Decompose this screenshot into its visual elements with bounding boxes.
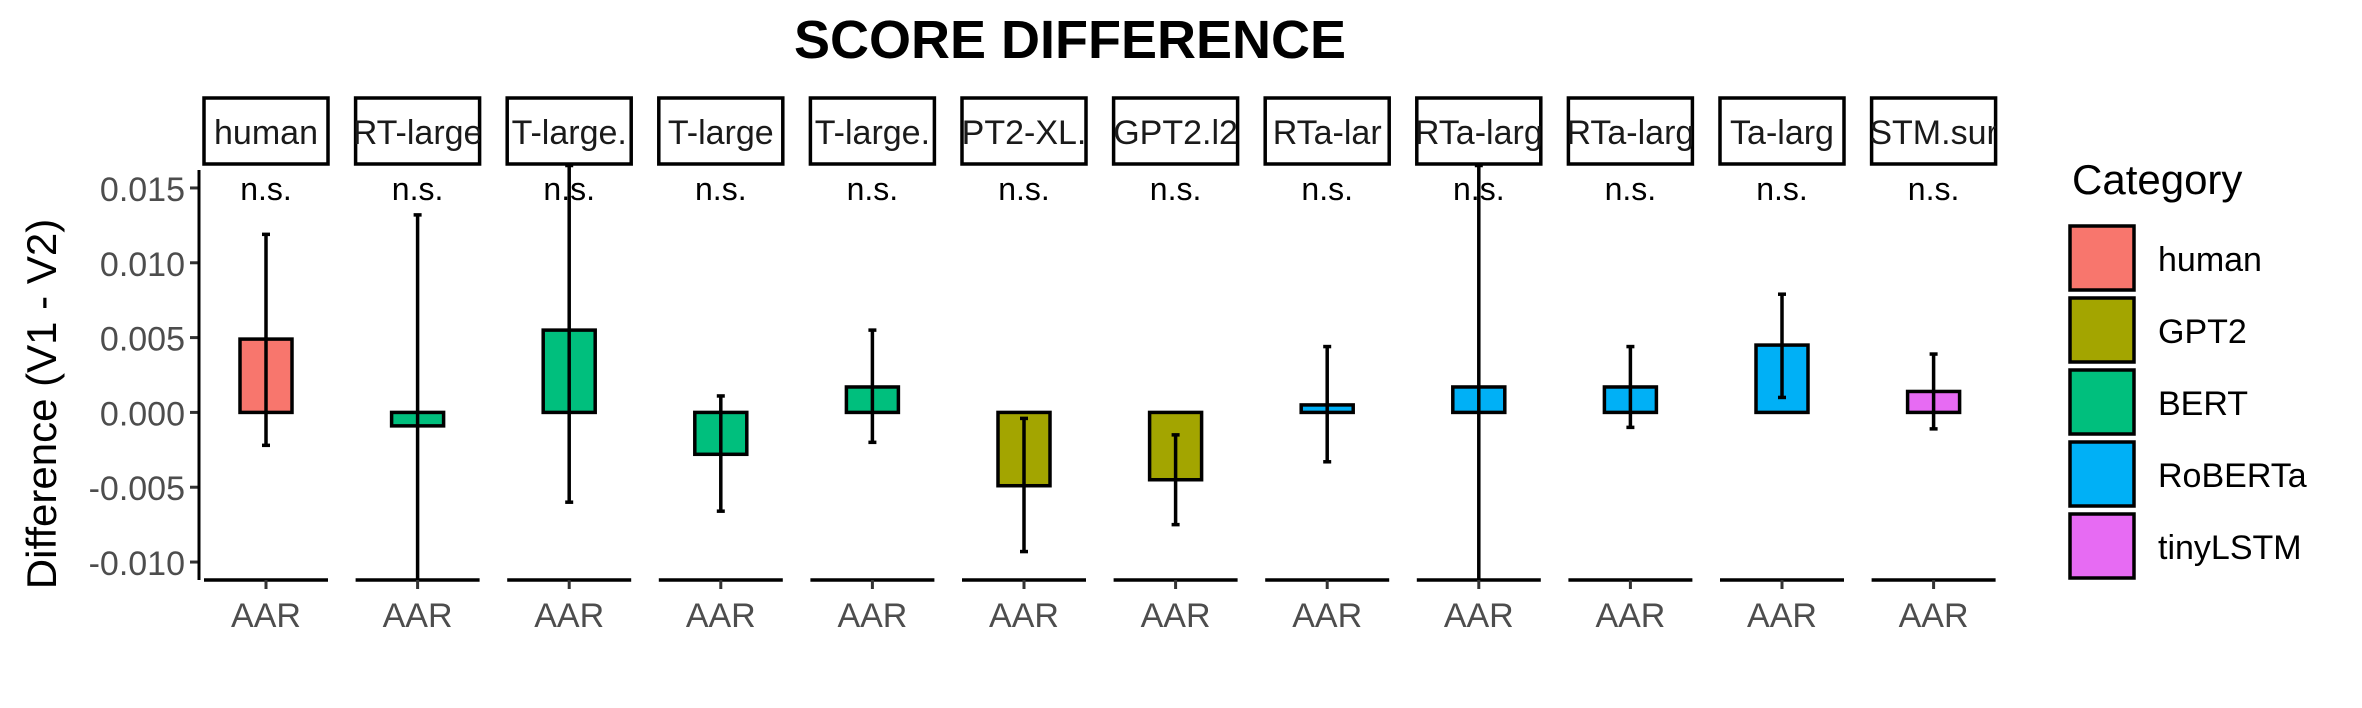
x-tick-label: AAR — [383, 597, 453, 635]
facet-strip-label: RT-large — [353, 114, 483, 152]
facet-strip-label: RTa-lar — [1273, 114, 1382, 152]
x-tick-label: AAR — [1595, 597, 1665, 635]
significance-label: n.s. — [847, 171, 899, 207]
facet-panel: T-large. n.s. AAR — [505, 96, 633, 635]
facet-panel: PT2-XL. n.s. AAR — [960, 96, 1088, 635]
facet-panel: human n.s. AAR — [202, 96, 330, 635]
legend-swatch — [2068, 512, 2136, 580]
significance-label: n.s. — [695, 171, 747, 207]
x-tick-label: AAR — [1747, 597, 1817, 635]
chart-title: SCORE DIFFERENCE — [794, 10, 1346, 70]
x-tick-label: AAR — [1444, 597, 1514, 635]
facet-strip — [960, 96, 1088, 166]
legend-label: tinyLSTM — [2158, 529, 2302, 567]
facet-panel: STM.sur n.s. AAR — [1869, 96, 1998, 635]
facet-strip-label: GPT2.l2 — [1113, 114, 1238, 152]
significance-label: n.s. — [240, 171, 292, 207]
significance-label: n.s. — [392, 171, 444, 207]
legend-item: human — [2068, 224, 2262, 292]
x-tick-label: AAR — [231, 597, 301, 635]
facet-panel: GPT2.l2 n.s. AAR — [1111, 96, 1240, 635]
significance-label: n.s. — [1453, 171, 1505, 207]
x-tick-label: AAR — [534, 597, 604, 635]
significance-label: n.s. — [998, 171, 1050, 207]
x-tick-label: AAR — [989, 597, 1059, 635]
facet-strip — [1111, 96, 1240, 166]
y-tick-label: -0.005 — [89, 470, 185, 508]
significance-label: n.s. — [543, 171, 595, 207]
y-tick-label: -0.010 — [89, 545, 185, 583]
facet-strip-label: T-large. — [512, 114, 627, 152]
facet-strip — [505, 96, 633, 166]
y-axis: -0.010 -0.005 0.000 0.005 0.010 0.015 — [89, 170, 201, 583]
facet-panel: RTa-larg n.s. AAR — [1415, 96, 1543, 635]
facet-strip — [1869, 96, 1998, 166]
legend-label: human — [2158, 241, 2262, 279]
significance-label: n.s. — [1150, 171, 1202, 207]
significance-label: n.s. — [1756, 171, 1808, 207]
y-tick-label: 0.015 — [100, 171, 185, 209]
legend-items: human GPT2 BERT RoBERTa tinyLSTM — [2068, 224, 2307, 580]
legend-title: Category — [2072, 156, 2242, 203]
facet-strip — [353, 96, 482, 166]
facet-strip — [1263, 96, 1391, 166]
facet-strip — [1566, 96, 1695, 166]
y-tick-label: 0.010 — [100, 246, 185, 284]
x-tick-label: AAR — [1292, 597, 1362, 635]
facet-strip-label: human — [214, 114, 318, 152]
x-tick-label: AAR — [686, 597, 756, 635]
significance-label: n.s. — [1908, 171, 1960, 207]
facet-strip — [202, 96, 330, 166]
facet-panel: RT-large n.s. AAR — [353, 96, 483, 635]
facet-strip — [1415, 96, 1543, 166]
facet-panel: RTa-larg n.s. AAR — [1566, 96, 1695, 635]
facet-panels: human n.s. AAR RT-large n.s. AAR T-large. n.s. A… — [202, 96, 1998, 635]
facet-strip — [1718, 96, 1846, 166]
legend-swatch — [2068, 440, 2136, 508]
significance-label: n.s. — [1605, 171, 1657, 207]
facet-strip-label: RTa-larg — [1415, 114, 1543, 152]
legend-swatch — [2068, 368, 2136, 436]
facet-panel: RTa-lar n.s. AAR — [1263, 96, 1391, 635]
legend-label: RoBERTa — [2158, 457, 2307, 495]
x-tick-label: AAR — [1141, 597, 1211, 635]
legend-item: RoBERTa — [2068, 440, 2307, 508]
y-tick-label: 0.005 — [100, 321, 185, 359]
legend: Category human GPT2 BERT RoBERTa tinyLSTM — [2068, 156, 2307, 580]
legend-item: GPT2 — [2068, 296, 2247, 364]
facet-strip — [657, 96, 785, 166]
facet-panel: T-large n.s. AAR — [657, 96, 785, 635]
legend-item: tinyLSTM — [2068, 512, 2302, 580]
facet-panel: T-large. n.s. AAR — [808, 96, 937, 635]
facet-strip-label: Ta-larg — [1730, 114, 1834, 152]
x-tick-label: AAR — [837, 597, 907, 635]
facet-strip-label: STM.sur — [1869, 114, 1997, 152]
legend-item: BERT — [2068, 368, 2248, 436]
legend-label: GPT2 — [2158, 313, 2247, 351]
facet-panel: Ta-larg n.s. AAR — [1718, 96, 1846, 635]
significance-label: n.s. — [1301, 171, 1353, 207]
y-tick-label: 0.000 — [100, 395, 185, 433]
facet-strip-label: T-large — [668, 114, 774, 152]
x-tick-label: AAR — [1899, 597, 1969, 635]
legend-swatch — [2068, 224, 2136, 292]
facet-strip-label: T-large. — [815, 114, 930, 152]
legend-swatch — [2068, 296, 2136, 364]
facet-strip — [808, 96, 937, 166]
y-axis-label: Difference (V1 - V2) — [18, 219, 65, 589]
legend-label: BERT — [2158, 385, 2248, 423]
facet-strip-label: RTa-larg — [1566, 114, 1694, 152]
facet-strip-label: PT2-XL. — [962, 114, 1087, 152]
